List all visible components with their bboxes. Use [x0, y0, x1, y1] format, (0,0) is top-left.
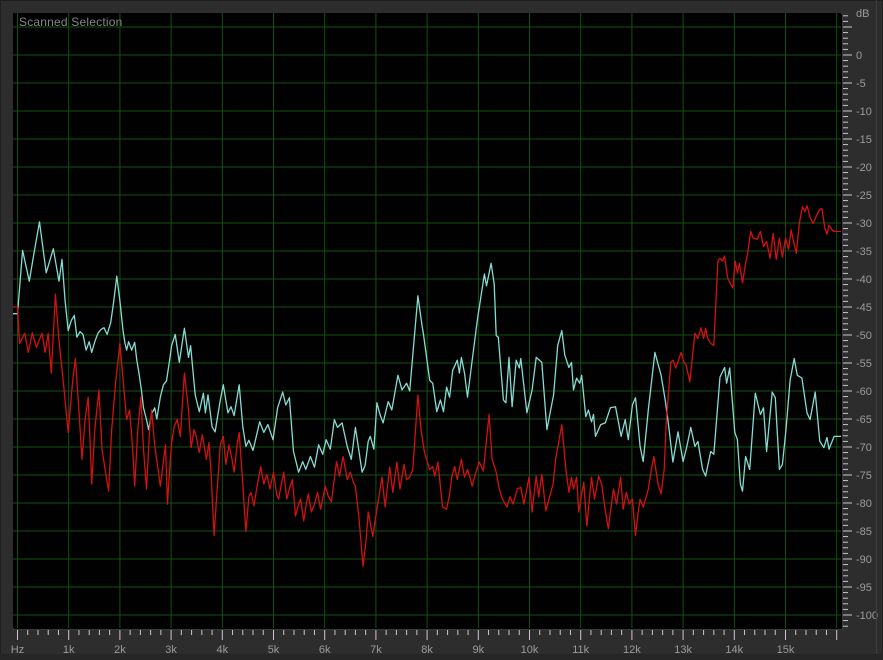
spectrum-curves — [13, 204, 841, 567]
db-tick-label: -100 — [856, 610, 878, 622]
db-tick-label: -95 — [856, 582, 872, 594]
db-tick-label: -80 — [856, 498, 872, 510]
scan-status-label: Scanned Selection — [19, 15, 123, 29]
db-tick-label: 0 — [856, 50, 862, 62]
db-tick-label: -60 — [856, 386, 872, 398]
freq-tick-label: 8k — [421, 644, 433, 656]
freq-tick-label: 15k — [777, 644, 795, 656]
db-tick-label: -90 — [856, 554, 872, 566]
freq-tick-label: 2k — [114, 644, 126, 656]
db-axis-unit-label: dB — [856, 8, 870, 20]
db-tick-label: -65 — [856, 414, 872, 426]
frequency-ruler[interactable]: Hz 1k 2k 3k 4k 5k 6k 7k 8k 9k 10k 11k 12k 13k 14k 15k — [11, 630, 838, 656]
db-tick-label: -5 — [856, 78, 866, 90]
freq-tick-label: 1k — [63, 644, 75, 656]
db-tick-label: -50 — [856, 330, 872, 342]
db-tick-label: -75 — [856, 470, 872, 482]
freq-tick-label: 14k — [725, 644, 743, 656]
db-tick-label: -25 — [856, 190, 872, 202]
freq-tick-label: 9k — [472, 644, 484, 656]
db-tick-label: -70 — [856, 442, 872, 454]
freq-tick-label: 10k — [521, 644, 539, 656]
red-trace — [13, 204, 841, 567]
freq-tick-label: 12k — [623, 644, 641, 656]
right-panel-divider — [876, 0, 877, 660]
db-ruler[interactable]: 0 -5 -10 -15 -20 -25 -30 -35 -40 -45 -50 -55 -60 -65 -… — [843, 15, 878, 627]
db-tick-label: -10 — [856, 106, 872, 118]
freq-tick-label: 5k — [268, 644, 280, 656]
db-tick-label: -40 — [856, 274, 872, 286]
freq-tick-label: 13k — [674, 644, 692, 656]
freq-tick-label: 7k — [370, 644, 382, 656]
gridlines — [13, 13, 841, 628]
window-bottom-edge — [0, 654, 883, 660]
db-tick-label: -85 — [856, 526, 872, 538]
db-tick-label: -35 — [856, 246, 872, 258]
cyan-trace — [13, 221, 841, 492]
freq-tick-label: 6k — [319, 644, 331, 656]
db-tick-label: -20 — [856, 162, 872, 174]
freq-tick-label: 3k — [165, 644, 177, 656]
db-tick-label: -45 — [856, 302, 872, 314]
freq-tick-label: 4k — [216, 644, 228, 656]
db-tick-label: -55 — [856, 358, 872, 370]
freq-tick-label: Hz — [11, 644, 24, 656]
freq-tick-label: 11k — [572, 644, 589, 656]
db-tick-label: -30 — [856, 218, 872, 230]
db-tick-label: -15 — [856, 134, 872, 146]
